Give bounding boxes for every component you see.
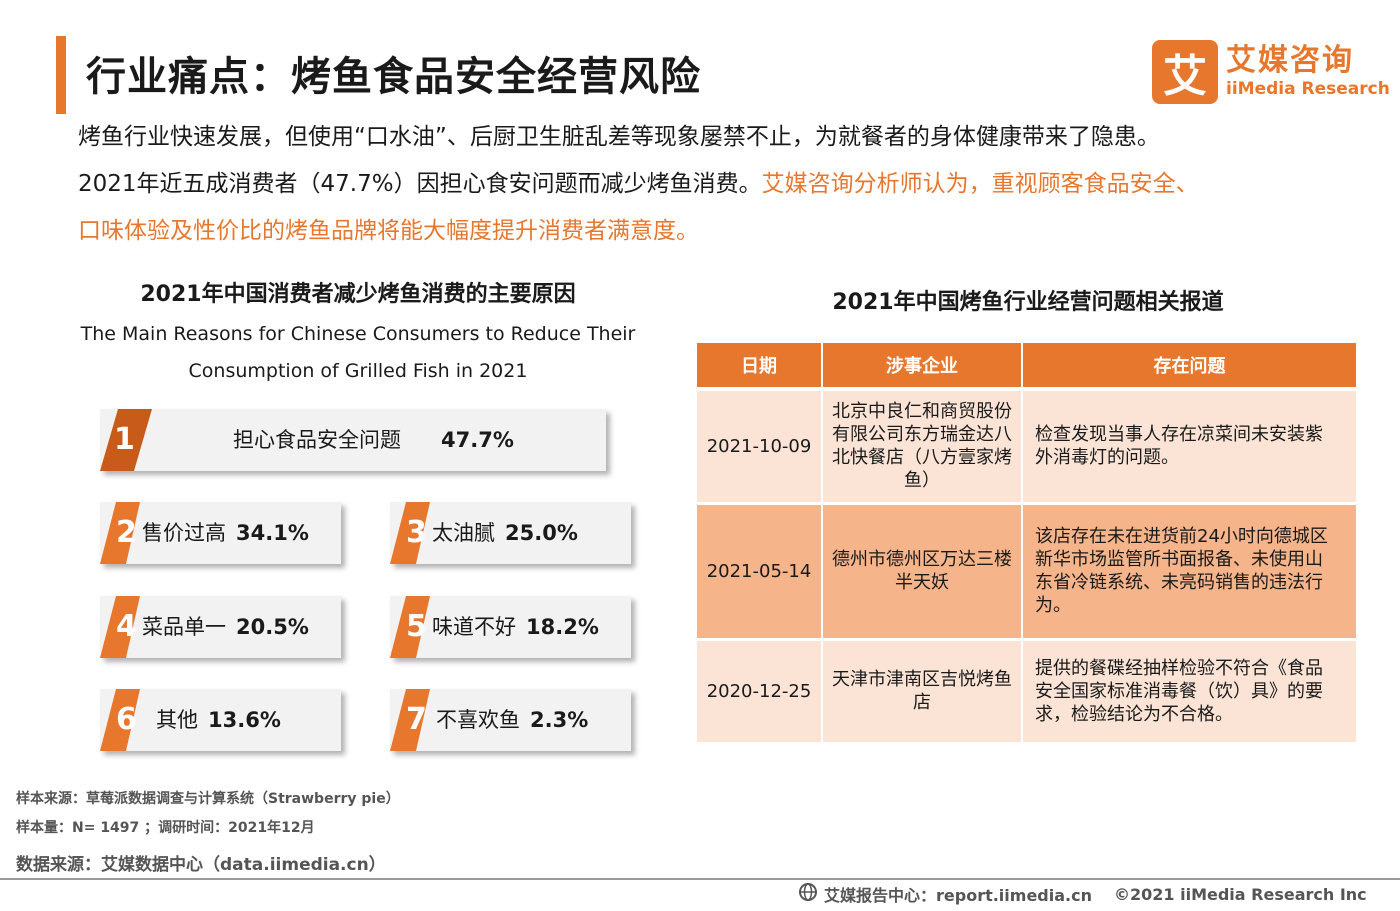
- rank-tab: [390, 689, 430, 751]
- reason-value: 25.0%: [505, 521, 578, 545]
- reasons-title-en: The Main Reasons for Chinese Consumers t…: [30, 316, 686, 390]
- rank-tab: [390, 596, 430, 658]
- column-header-company: 涉事企业: [822, 343, 1023, 391]
- reason-value: 18.2%: [526, 615, 599, 639]
- reason-label: 不喜欢鱼: [436, 708, 520, 732]
- sample-size: 样本量：N= 1497 ；调研时间：2021年12月: [16, 820, 315, 836]
- reason-label: 售价过高: [142, 521, 226, 545]
- cell-date: 2020-12-25: [697, 639, 823, 745]
- reason-rank: 6: [116, 702, 137, 737]
- reason-rank: 4: [116, 609, 137, 644]
- reason-value: 2.3%: [530, 708, 589, 732]
- footer-copyright: ©2021 iiMedia Research Inc: [1114, 884, 1367, 904]
- reason-label: 担心食品安全问题: [233, 428, 401, 452]
- reason-card-1: 1 担心食品安全问题 47.7%: [100, 409, 606, 471]
- column-header-date: 日期: [697, 343, 823, 391]
- reasons-title-cn: 2021年中国消费者减少烤鱼消费的主要原因: [140, 282, 576, 307]
- reason-label: 味道不好: [432, 615, 516, 639]
- reason-label: 其他: [156, 708, 198, 732]
- sample-source: 样本来源：草莓派数据调查与计算系统（Strawberry pie）: [16, 791, 400, 807]
- column-header-issue: 存在问题: [1022, 343, 1358, 391]
- reasons-title-en-line-1: The Main Reasons for Chinese Consumers t…: [80, 323, 636, 345]
- intro-line-1: 烤鱼行业快速发展，但使用“口水油”、后厨卫生脏乱差等现象屡禁不止，为就餐者的身体…: [78, 124, 1160, 150]
- footer-report-center[interactable]: 艾媒报告中心：report.iimedia.cn: [824, 886, 1092, 905]
- reason-value: 20.5%: [236, 615, 309, 639]
- logo-name-en: iiMedia Research: [1226, 79, 1390, 99]
- cell-company: 北京中良仁和商贸股份有限公司东方瑞金达八北快餐店（八方壹家烤鱼）: [822, 389, 1023, 505]
- rank-tab: [100, 409, 152, 471]
- reason-card-2: 2 售价过高 34.1%: [100, 502, 341, 564]
- reasons-title-en-line-2: Consumption of Grilled Fish in 2021: [188, 360, 528, 382]
- logo-text: 艾媒咨询 iiMedia Research: [1226, 44, 1390, 100]
- reason-rank: 3: [406, 515, 427, 550]
- title-accent-bar: [56, 36, 66, 114]
- reason-label-wrap: 售价过高 34.1%: [142, 502, 309, 564]
- reason-rank: 7: [406, 702, 427, 737]
- cell-issue: 检查发现当事人存在凉菜间未安装紫外消毒灯的问题。: [1022, 389, 1358, 505]
- reason-rank: 1: [114, 422, 135, 457]
- reason-value: 47.7%: [441, 428, 514, 452]
- reports-table: 日期 涉事企业 存在问题 2021-10-09 北京中良仁和商贸股份有限公司东方…: [697, 343, 1358, 745]
- logo-mark: 艾: [1152, 40, 1218, 104]
- reason-value: 34.1%: [236, 521, 309, 545]
- rank-tab: [390, 502, 430, 564]
- reason-card-5: 5 味道不好 18.2%: [390, 596, 631, 658]
- reason-label-wrap: 味道不好 18.2%: [432, 596, 599, 658]
- intro-line-2-highlight: 艾媒咨询分析师认为，重视顾客食品安全、: [761, 171, 1199, 197]
- reason-label-wrap: 太油腻 25.0%: [432, 502, 578, 564]
- rank-tab: [100, 596, 140, 658]
- reason-value: 13.6%: [208, 708, 281, 732]
- reports-title: 2021年中国烤鱼行业经营问题相关报道: [832, 290, 1224, 315]
- table-row: 2020-12-25 天津市津南区吉悦烤鱼店 提供的餐碟经抽样检验不符合《食品安…: [697, 639, 1358, 745]
- reason-card-4: 4 菜品单一 20.5%: [100, 596, 341, 658]
- cell-date: 2021-10-09: [697, 389, 823, 505]
- rank-tab: [100, 689, 140, 751]
- reason-label-wrap: 其他 13.6%: [156, 689, 281, 751]
- reason-label-wrap: 菜品单一 20.5%: [142, 596, 309, 658]
- cell-company: 天津市津南区吉悦烤鱼店: [822, 639, 1023, 745]
- table-header-row: 日期 涉事企业 存在问题: [697, 343, 1358, 391]
- reason-card-6: 6 其他 13.6%: [100, 689, 341, 751]
- reason-label-wrap: 担心食品安全问题 47.7%: [233, 409, 514, 471]
- table-row: 2021-05-14 德州市德州区万达三楼半天妖 该店存在未在进货前24小时向德…: [697, 503, 1358, 641]
- intro-line-3-highlight: 口味体验及性价比的烤鱼品牌将能大幅度提升消费者满意度。: [78, 218, 699, 244]
- rank-tab: [100, 502, 140, 564]
- reason-label: 太油腻: [432, 521, 495, 545]
- reason-label-wrap: 不喜欢鱼 2.3%: [436, 689, 588, 751]
- intro-line-2: 2021年近五成消费者（47.7%）因担心食安问题而减少烤鱼消费。艾媒咨询分析师…: [78, 161, 1368, 208]
- cell-date: 2021-05-14: [697, 503, 823, 641]
- intro-paragraph: 烤鱼行业快速发展，但使用“口水油”、后厨卫生脏乱差等现象屡禁不止，为就餐者的身体…: [78, 114, 1368, 255]
- data-source: 数据来源：艾媒数据中心（data.iimedia.cn）: [16, 855, 386, 875]
- reason-card-7: 7 不喜欢鱼 2.3%: [390, 689, 631, 751]
- globe-icon: [798, 882, 818, 906]
- logo-name-cn: 艾媒咨询: [1226, 43, 1354, 78]
- cell-company: 德州市德州区万达三楼半天妖: [822, 503, 1023, 641]
- footer-divider: [0, 878, 1400, 880]
- reason-rank: 5: [406, 609, 427, 644]
- reason-card-3: 3 太油腻 25.0%: [390, 502, 631, 564]
- footer: 艾媒报告中心：report.iimedia.cn ©2021 iiMedia R…: [798, 882, 1367, 906]
- reason-label: 菜品单一: [142, 615, 226, 639]
- reason-rank: 2: [116, 515, 137, 550]
- table-row: 2021-10-09 北京中良仁和商贸股份有限公司东方瑞金达八北快餐店（八方壹家…: [697, 389, 1358, 505]
- page-title: 行业痛点：烤鱼食品安全经营风险: [86, 54, 701, 100]
- cell-issue: 该店存在未在进货前24小时向德城区新华市场监管所书面报备、未使用山东省冷链系统、…: [1022, 503, 1358, 641]
- intro-line-2-plain: 2021年近五成消费者（47.7%）因担心食安问题而减少烤鱼消费。: [78, 171, 762, 197]
- cell-issue: 提供的餐碟经抽样检验不符合《食品安全国家标准消毒餐（饮）具》的要求，检验结论为不…: [1022, 639, 1358, 745]
- brand-logo: 艾 艾媒咨询 iiMedia Research: [1152, 40, 1390, 104]
